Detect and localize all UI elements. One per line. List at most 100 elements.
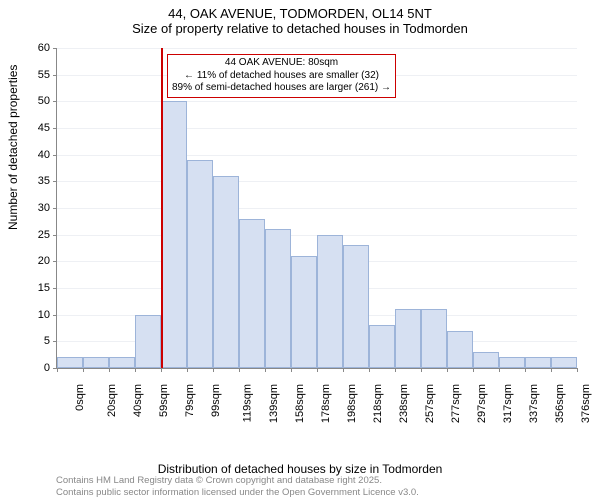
x-tick-label: 198sqm bbox=[346, 384, 358, 423]
histogram-bar bbox=[135, 315, 161, 368]
histogram-bar bbox=[57, 357, 83, 368]
y-tick-mark bbox=[53, 48, 57, 49]
x-tick-label: 337sqm bbox=[528, 384, 540, 423]
callout-line: 89% of semi-detached houses are larger (… bbox=[172, 82, 391, 95]
gridline bbox=[57, 101, 577, 102]
y-tick-mark bbox=[53, 261, 57, 262]
histogram-bar bbox=[291, 256, 317, 368]
x-tick-mark bbox=[499, 368, 500, 372]
x-tick-mark bbox=[213, 368, 214, 372]
y-tick-label: 10 bbox=[20, 309, 50, 321]
histogram-bar bbox=[395, 309, 421, 368]
y-tick-mark bbox=[53, 181, 57, 182]
y-tick-mark bbox=[53, 155, 57, 156]
histogram-bar bbox=[187, 160, 213, 368]
x-axis-label: Distribution of detached houses by size … bbox=[0, 462, 600, 476]
y-tick-mark bbox=[53, 75, 57, 76]
x-tick-mark bbox=[369, 368, 370, 372]
y-tick-label: 55 bbox=[20, 69, 50, 81]
y-tick-label: 5 bbox=[20, 335, 50, 347]
x-tick-mark bbox=[135, 368, 136, 372]
gridline bbox=[57, 48, 577, 49]
x-tick-label: 119sqm bbox=[241, 384, 253, 422]
x-tick-mark bbox=[57, 368, 58, 372]
y-tick-label: 60 bbox=[20, 42, 50, 54]
plot: 44 OAK AVENUE: 80sqm← 11% of detached ho… bbox=[56, 48, 577, 369]
histogram-bar bbox=[473, 352, 499, 368]
y-tick-mark bbox=[53, 288, 57, 289]
histogram-bar bbox=[213, 176, 239, 368]
y-tick-label: 45 bbox=[20, 122, 50, 134]
x-tick-label: 178sqm bbox=[320, 384, 332, 423]
y-tick-label: 35 bbox=[20, 175, 50, 187]
x-tick-mark bbox=[109, 368, 110, 372]
x-tick-mark bbox=[291, 368, 292, 372]
x-tick-mark bbox=[239, 368, 240, 372]
callout-line: ← 11% of detached houses are smaller (32… bbox=[172, 70, 391, 83]
y-tick-mark bbox=[53, 315, 57, 316]
y-tick-mark bbox=[53, 128, 57, 129]
property-callout: 44 OAK AVENUE: 80sqm← 11% of detached ho… bbox=[167, 54, 396, 98]
x-tick-label: 59sqm bbox=[158, 384, 170, 417]
x-tick-label: 0sqm bbox=[74, 384, 86, 411]
x-tick-mark bbox=[447, 368, 448, 372]
x-tick-label: 139sqm bbox=[268, 384, 280, 423]
gridline bbox=[57, 155, 577, 156]
histogram-bar bbox=[421, 309, 447, 368]
y-tick-label: 40 bbox=[20, 149, 50, 161]
y-tick-label: 25 bbox=[20, 229, 50, 241]
x-tick-mark bbox=[395, 368, 396, 372]
histogram-bar bbox=[161, 101, 187, 368]
x-tick-label: 257sqm bbox=[424, 384, 436, 423]
histogram-bar bbox=[343, 245, 369, 368]
x-tick-mark bbox=[317, 368, 318, 372]
x-tick-label: 218sqm bbox=[372, 384, 384, 423]
x-tick-label: 297sqm bbox=[476, 384, 488, 423]
x-tick-label: 376sqm bbox=[580, 384, 592, 423]
histogram-bar bbox=[83, 357, 109, 368]
histogram-bar bbox=[447, 331, 473, 368]
y-tick-label: 30 bbox=[20, 202, 50, 214]
y-tick-label: 20 bbox=[20, 255, 50, 267]
property-marker-line bbox=[161, 48, 163, 368]
y-tick-mark bbox=[53, 208, 57, 209]
y-axis-label: Number of detached properties bbox=[6, 65, 20, 230]
title-line1: 44, OAK AVENUE, TODMORDEN, OL14 5NT bbox=[0, 6, 600, 21]
x-tick-label: 317sqm bbox=[502, 384, 514, 423]
y-tick-label: 0 bbox=[20, 362, 50, 374]
y-tick-label: 50 bbox=[20, 95, 50, 107]
histogram-bar bbox=[239, 219, 265, 368]
x-tick-mark bbox=[473, 368, 474, 372]
y-tick-mark bbox=[53, 341, 57, 342]
y-tick-mark bbox=[53, 235, 57, 236]
gridline bbox=[57, 181, 577, 182]
title-line2: Size of property relative to detached ho… bbox=[0, 21, 600, 36]
histogram-bar bbox=[525, 357, 551, 368]
attribution-line2: Contains public sector information licen… bbox=[56, 487, 419, 498]
attribution: Contains HM Land Registry data © Crown c… bbox=[56, 475, 419, 498]
x-tick-mark bbox=[161, 368, 162, 372]
x-tick-label: 20sqm bbox=[106, 384, 118, 417]
x-tick-label: 238sqm bbox=[398, 384, 410, 423]
callout-line: 44 OAK AVENUE: 80sqm bbox=[172, 57, 391, 70]
x-tick-mark bbox=[525, 368, 526, 372]
attribution-line1: Contains HM Land Registry data © Crown c… bbox=[56, 475, 419, 486]
x-tick-label: 79sqm bbox=[184, 384, 196, 417]
x-tick-mark bbox=[187, 368, 188, 372]
gridline bbox=[57, 128, 577, 129]
x-tick-mark bbox=[421, 368, 422, 372]
histogram-bar bbox=[317, 235, 343, 368]
title-block: 44, OAK AVENUE, TODMORDEN, OL14 5NT Size… bbox=[0, 0, 600, 36]
x-tick-mark bbox=[265, 368, 266, 372]
y-tick-mark bbox=[53, 101, 57, 102]
x-tick-mark bbox=[551, 368, 552, 372]
x-tick-label: 99sqm bbox=[210, 384, 222, 417]
x-tick-label: 40sqm bbox=[132, 384, 144, 417]
histogram-bar bbox=[265, 229, 291, 368]
y-tick-label: 15 bbox=[20, 282, 50, 294]
histogram-bar bbox=[109, 357, 135, 368]
x-tick-label: 277sqm bbox=[450, 384, 462, 423]
histogram-bar bbox=[551, 357, 577, 368]
chart-area: 44 OAK AVENUE: 80sqm← 11% of detached ho… bbox=[56, 48, 576, 408]
x-tick-label: 356sqm bbox=[554, 384, 566, 423]
